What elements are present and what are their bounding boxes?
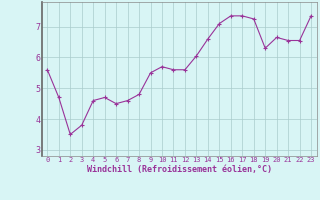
X-axis label: Windchill (Refroidissement éolien,°C): Windchill (Refroidissement éolien,°C) (87, 165, 272, 174)
